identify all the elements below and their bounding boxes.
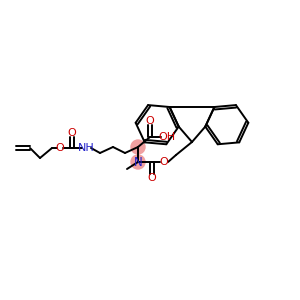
Text: N: N [134,155,142,169]
Text: O: O [148,173,156,183]
Text: O: O [56,143,64,153]
Text: O: O [146,116,154,126]
Text: NH: NH [78,143,94,153]
Circle shape [131,140,145,154]
Circle shape [131,155,145,169]
Text: O: O [68,128,76,138]
Text: O: O [160,157,168,167]
Text: OH: OH [158,132,176,142]
